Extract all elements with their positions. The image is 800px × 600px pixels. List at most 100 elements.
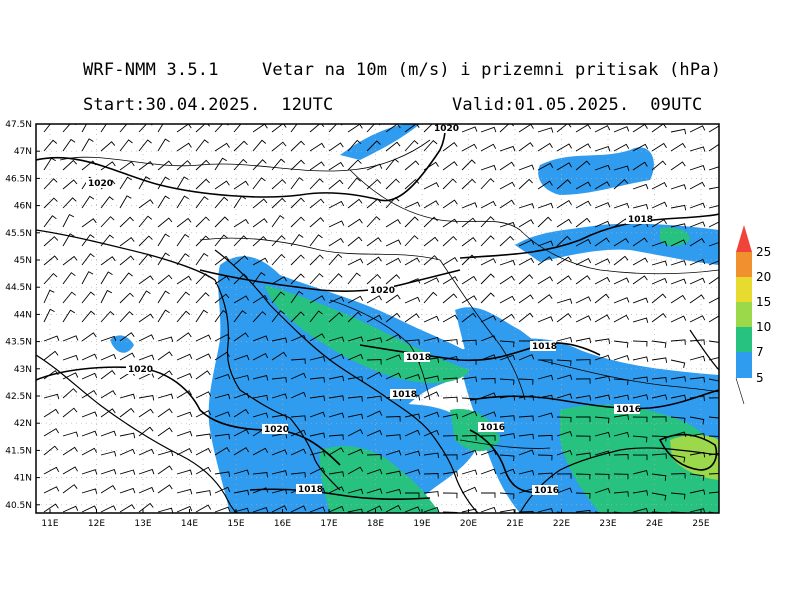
isobar-label-1018-a: 1018 [626, 214, 653, 225]
wind-barb [651, 394, 668, 400]
wind-barb [651, 293, 667, 304]
isobar-label-1020-e: 1020 [262, 424, 289, 435]
wind-barb [461, 143, 478, 152]
wind-barb [575, 435, 591, 442]
wind-barb [347, 448, 364, 456]
shade-5-tyrrhenian [110, 335, 134, 353]
wind-barb [404, 235, 419, 247]
lon-label: 22E [553, 519, 570, 529]
wind-barb [385, 372, 402, 380]
wind-barb [575, 124, 591, 133]
wind-barb [290, 358, 306, 364]
wind-barb [423, 161, 439, 171]
wind-barb [119, 176, 132, 190]
wind-barb [271, 310, 285, 323]
wind-barb [100, 505, 117, 513]
wind-barb [176, 195, 189, 209]
wind-barb [347, 198, 363, 209]
svg-text:1016: 1016 [480, 423, 505, 433]
wind-barb [385, 274, 401, 285]
colorbar-label-25: 25 [756, 245, 771, 259]
wind-barb [499, 354, 516, 361]
wind-barb [366, 179, 382, 190]
wind-barb [689, 277, 706, 285]
wind-barb [537, 294, 553, 304]
wind-barb [81, 195, 95, 209]
wind-barb [290, 177, 304, 190]
wind-barb [404, 216, 419, 228]
wind-barb [423, 473, 439, 479]
lat-label: 47.5N [5, 120, 32, 130]
wind-barb [252, 375, 269, 381]
wind-barb [537, 472, 553, 479]
wind-barb [404, 139, 419, 152]
lon-label: 16E [274, 519, 291, 529]
wind-barb [176, 373, 193, 380]
wind-barb [632, 416, 648, 423]
lat-label: 43N [14, 365, 32, 375]
wind-barb [62, 233, 75, 247]
wind-barb [81, 488, 98, 494]
svg-text:1018: 1018 [406, 353, 431, 363]
wind-barb [62, 446, 78, 456]
wind-barb [366, 337, 383, 343]
wind-barb [423, 291, 438, 304]
wind-barb [404, 124, 420, 133]
wind-barb [480, 378, 496, 384]
wind-barb [651, 416, 667, 422]
wind-barb [689, 237, 705, 247]
wind-barb [404, 201, 421, 209]
wind-barb [708, 205, 719, 209]
wind-barb [556, 393, 573, 399]
wind-barb [62, 309, 76, 323]
wind-barb [157, 274, 173, 285]
wind-barb [708, 473, 719, 475]
wind-barb [252, 257, 269, 266]
wind-barb [404, 278, 421, 285]
wind-barb [708, 125, 719, 133]
wind-barb [176, 411, 193, 418]
wind-barb [271, 197, 286, 209]
wind-barb [651, 473, 667, 481]
wind-barb [632, 394, 649, 400]
wind-barb [385, 450, 402, 456]
wind-barb [214, 393, 231, 400]
wind-barb [138, 253, 153, 266]
wind-barb [632, 317, 649, 324]
wind-barb [461, 359, 477, 365]
wind-barb [328, 237, 344, 247]
wind-barb [176, 253, 190, 266]
wind-barb [157, 507, 174, 513]
wind-barb [385, 239, 402, 247]
wind-barb [556, 473, 572, 479]
wind-barb [575, 452, 592, 458]
wind-barb [594, 164, 611, 171]
wind-barb [309, 467, 326, 475]
wind-barb [328, 375, 345, 382]
wind-barb [157, 160, 173, 171]
wind-barb [480, 164, 497, 171]
wind-barb [119, 311, 134, 323]
svg-text:1020: 1020 [434, 124, 459, 134]
wind-barb [309, 356, 326, 362]
wind-barb [423, 491, 439, 497]
wind-barb [689, 181, 706, 190]
wind-barb [81, 218, 97, 228]
black-sea-coast [689, 329, 719, 371]
wind-barb [556, 256, 572, 266]
lon-label: 20E [460, 519, 477, 529]
wind-barb [556, 179, 572, 190]
wind-barb [214, 196, 229, 209]
wind-barb [366, 454, 382, 460]
wind-barb [328, 312, 344, 323]
shade-5-north [340, 124, 420, 160]
wind-barb [442, 161, 458, 171]
wind-barb [575, 378, 591, 384]
wind-barb [442, 178, 457, 190]
wind-barb [423, 236, 439, 247]
wind-barb [423, 216, 438, 228]
wind-barb [518, 294, 534, 304]
lon-label: 11E [41, 519, 58, 529]
wind-barb [214, 373, 231, 380]
wind-barb [461, 178, 476, 190]
